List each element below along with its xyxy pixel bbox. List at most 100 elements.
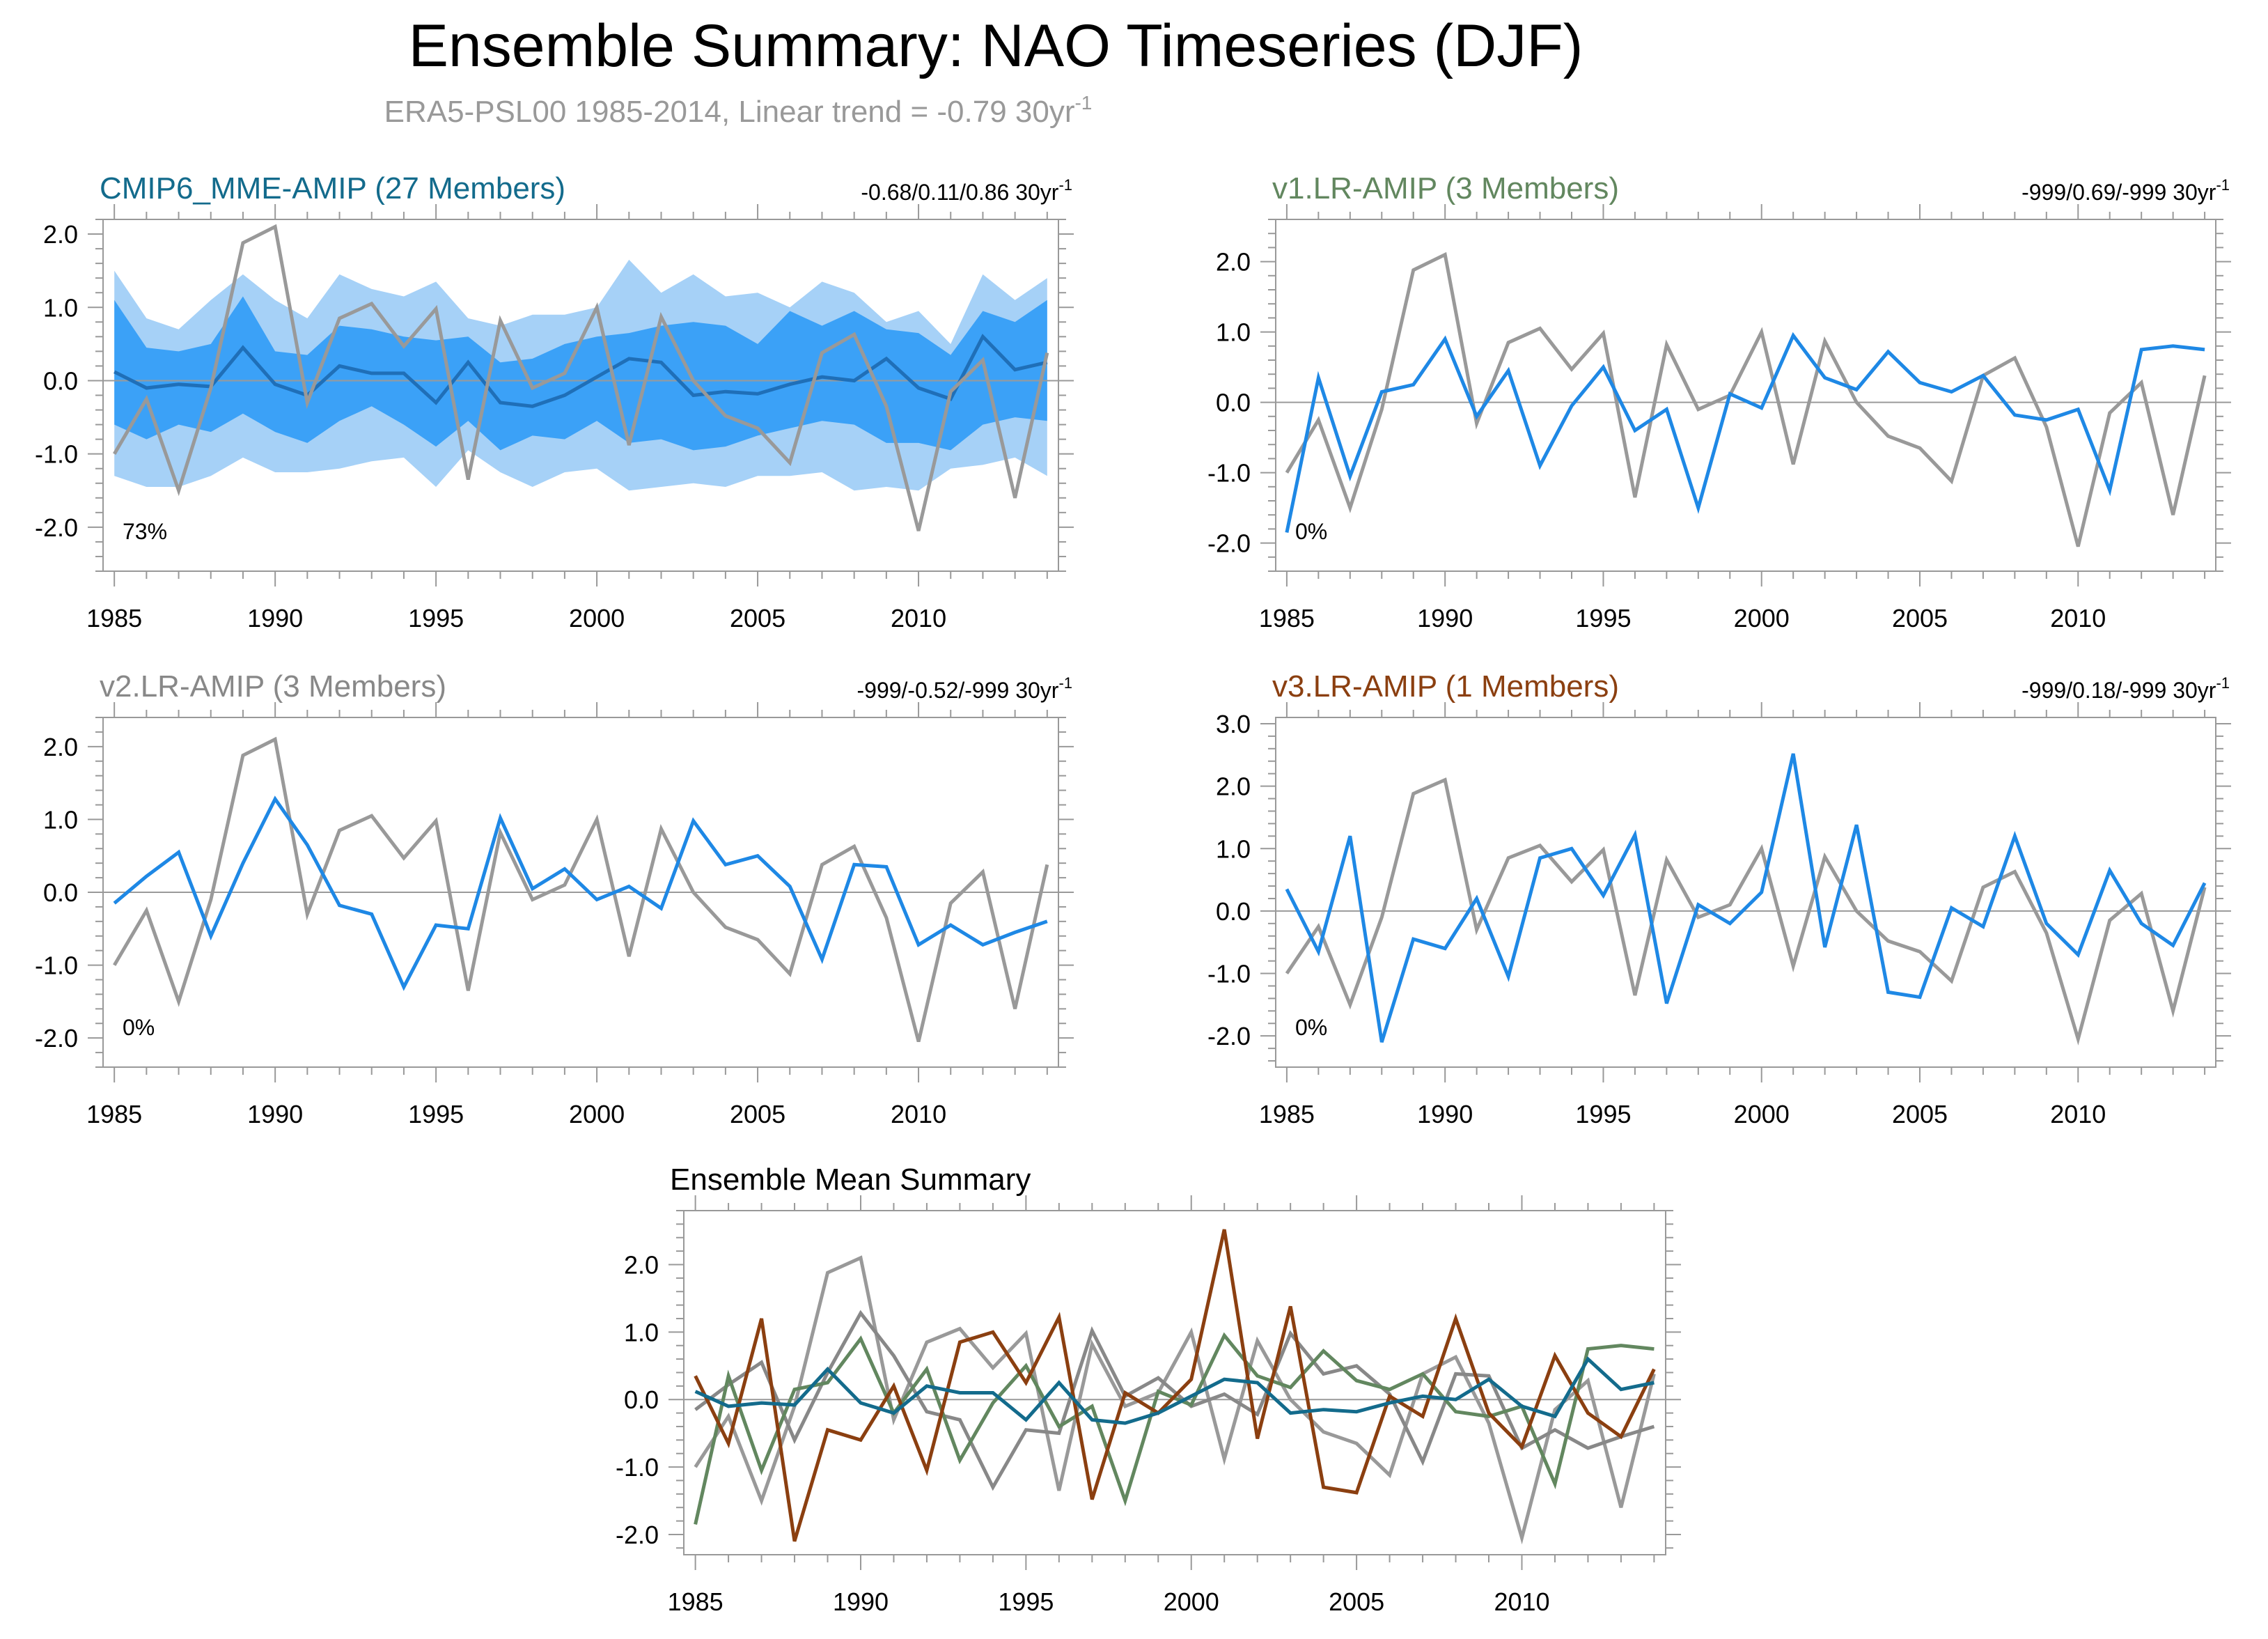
panel-title: Ensemble Mean Summary (670, 1163, 1031, 1197)
y-tick-label: 2.0 (1216, 772, 1251, 801)
panel-v3: v3.LR-AMIP (1 Members) -999/0.18/-999 30y… (1207, 669, 2231, 1128)
y-tick-label: 2.0 (624, 1250, 659, 1279)
y-tick-label: -2.0 (35, 513, 78, 542)
x-tick-label: 2000 (1734, 1100, 1790, 1128)
trend-label: -999/0.69/-999 30yr-1 (2021, 176, 2230, 205)
x-tick-label: 2005 (1892, 1100, 1948, 1128)
series-line-v2-lr-amip (694, 1310, 1655, 1491)
x-tick-label: 1995 (408, 604, 464, 632)
panel-v1: v1.LR-AMIP (3 Members) -999/0.69/-999 30y… (1207, 171, 2231, 632)
series-line-v3-lr-amip (694, 1229, 1656, 1542)
y-tick-label: 3.0 (1216, 710, 1251, 738)
x-tick-label: 2010 (2050, 1100, 2106, 1128)
percent-label: 0% (1295, 1015, 1327, 1040)
x-tick-label: 2005 (730, 1100, 785, 1128)
y-tick-label: 0.0 (1216, 389, 1251, 417)
series-line-era5-psl00 (1285, 251, 2207, 547)
series-line-v2-lr-amip (113, 795, 1048, 991)
percent-label: 0% (123, 1015, 155, 1040)
panel-title: v2.LR-AMIP (3 Members) (100, 669, 446, 704)
plot-frame (1275, 717, 2216, 1068)
figure-title: Ensemble Summary: NAO Timeseries (DJF) (409, 13, 1583, 79)
x-tick-label: 2010 (1494, 1587, 1549, 1616)
x-tick-label: 1990 (247, 604, 303, 632)
x-tick-label: 2005 (730, 604, 785, 632)
y-tick-label: 0.0 (43, 878, 78, 907)
panel-title: CMIP6_MME-AMIP (27 Members) (100, 171, 565, 205)
trend-label-text: -999/-0.52/-999 30yr (857, 678, 1058, 703)
series-line-era5-psl00 (113, 224, 1049, 531)
x-tick-label: 1995 (1575, 604, 1631, 632)
series-line-era5-psl00 (694, 1255, 1656, 1545)
y-tick-label: -1.0 (35, 440, 78, 469)
x-tick-label: 1990 (247, 1100, 303, 1128)
y-tick-label: 1.0 (1216, 318, 1251, 347)
x-tick-label: 1985 (668, 1587, 724, 1616)
trend-label-text: -999/0.18/-999 30yr (2021, 678, 2216, 703)
plot-frame (683, 1210, 1666, 1555)
x-tick-label: 1985 (1259, 604, 1315, 632)
x-tick-label: 2005 (1329, 1587, 1384, 1616)
trend-label-sup: -1 (1058, 674, 1072, 692)
trend-label: -0.68/0.11/0.86 30yr-1 (861, 176, 1072, 205)
trend-label-text: -0.68/0.11/0.86 30yr (861, 180, 1058, 205)
y-tick-label: 1.0 (43, 293, 78, 322)
trend-label-sup: -1 (2216, 176, 2230, 194)
panel-title: v3.LR-AMIP (1 Members) (1272, 669, 1619, 704)
series-line-era5-psl00 (113, 736, 1049, 1043)
y-tick-label: 2.0 (1216, 248, 1251, 277)
x-tick-label: 1985 (86, 604, 142, 632)
x-tick-label: 2010 (891, 604, 946, 632)
series-line-v3-lr-amip (1285, 753, 2207, 1043)
series-line-era5-psl00 (1285, 777, 2207, 1046)
trend-label-text: -999/0.69/-999 30yr (2021, 180, 2216, 205)
x-tick-label: 2010 (2050, 604, 2106, 632)
panel-mme: CMIP6_MME-AMIP (27 Members) -0.68/0.11/0.… (35, 171, 1074, 632)
x-tick-label: 1990 (833, 1587, 889, 1616)
y-tick-label: -1.0 (1207, 960, 1251, 988)
panel-ens: Ensemble Mean Summary -2.0 -1.0 0.0 1.0 2.0 19… (616, 1163, 1681, 1616)
y-tick-label: -1.0 (1207, 459, 1251, 488)
series-line-v1-lr-amip (1285, 332, 2205, 534)
percent-label: 0% (1295, 519, 1327, 544)
panel-v2: v2.LR-AMIP (3 Members) -999/-0.52/-999 30… (35, 669, 1074, 1128)
x-tick-label: 2000 (569, 604, 625, 632)
y-tick-label: 1.0 (624, 1318, 659, 1346)
x-tick-label: 1995 (998, 1587, 1054, 1616)
trend-label: -999/0.18/-999 30yr-1 (2021, 674, 2230, 703)
y-tick-label: -2.0 (616, 1521, 659, 1549)
spread-band-inner (114, 296, 1047, 451)
percent-label: 73% (123, 519, 167, 544)
trend-label-sup: -1 (1058, 176, 1072, 194)
y-tick-label: -2.0 (35, 1024, 78, 1052)
x-tick-label: 2000 (1164, 1587, 1219, 1616)
trend-label: -999/-0.52/-999 30yr-1 (857, 674, 1072, 703)
figure-subtitle: ERA5-PSL00 1985-2014, Linear trend = -0.… (384, 92, 1093, 129)
y-tick-label: -2.0 (1207, 1022, 1251, 1050)
y-tick-label: 1.0 (43, 805, 78, 834)
plot-frame (1275, 219, 2216, 572)
y-tick-label: -1.0 (616, 1453, 659, 1482)
y-tick-label: 1.0 (1216, 834, 1251, 863)
x-tick-label: 1995 (408, 1100, 464, 1128)
series-line-cmip6-mme-amip-mean (114, 334, 1048, 408)
x-tick-label: 2010 (891, 1100, 946, 1128)
y-tick-label: 2.0 (43, 733, 78, 761)
x-tick-label: 1990 (1417, 1100, 1473, 1128)
y-tick-label: -1.0 (35, 951, 78, 980)
x-tick-label: 2000 (1734, 604, 1790, 632)
x-tick-label: 2000 (569, 1100, 625, 1128)
y-tick-label: -2.0 (1207, 529, 1251, 558)
y-tick-label: 0.0 (624, 1385, 659, 1414)
x-tick-label: 1995 (1575, 1100, 1631, 1128)
y-tick-label: 2.0 (43, 220, 78, 249)
trend-label-sup: -1 (2216, 674, 2230, 692)
y-tick-label: 0.0 (43, 366, 78, 395)
x-tick-label: 1985 (86, 1100, 142, 1128)
x-tick-label: 2005 (1892, 604, 1948, 632)
x-tick-label: 1985 (1259, 1100, 1315, 1128)
x-tick-label: 1990 (1417, 604, 1473, 632)
panel-title: v1.LR-AMIP (3 Members) (1272, 171, 1619, 205)
y-tick-label: 0.0 (1216, 897, 1251, 926)
